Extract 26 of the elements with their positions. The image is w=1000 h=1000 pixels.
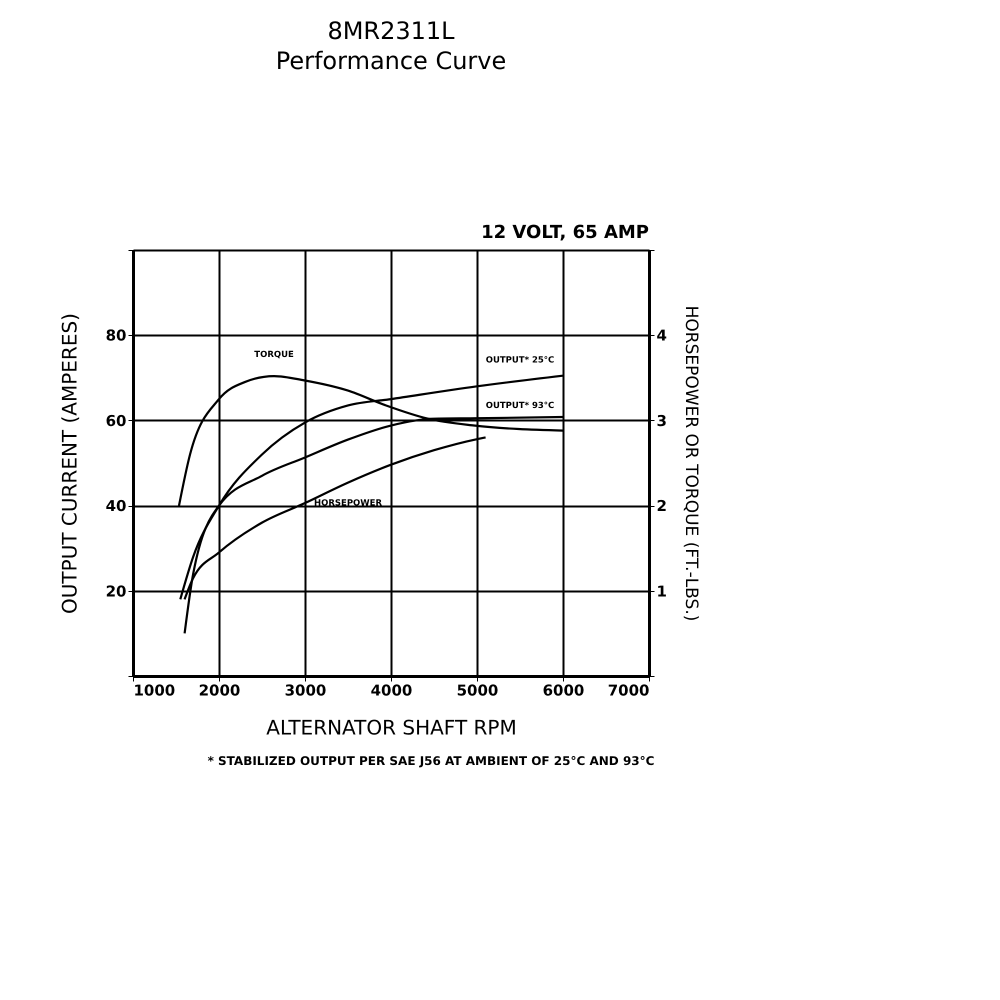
y-tick-label: 60 xyxy=(106,412,126,430)
x-tick-label: 4000 xyxy=(370,682,412,700)
y-tick-label: 40 xyxy=(106,497,126,516)
text: TORQUE xyxy=(254,350,294,360)
y2-tick-label: 2 xyxy=(656,497,667,516)
y2-tick-label: 1 xyxy=(656,582,667,600)
x-tick-label: 6000 xyxy=(542,682,584,700)
series-label: HORSEPOWER xyxy=(314,498,382,509)
y-tick-label: 20 xyxy=(106,582,126,600)
x-tick-label: 7000 xyxy=(608,682,650,700)
x-tick-label: 3000 xyxy=(284,682,326,700)
y2-axis-title: HORSEPOWER OR TORQUE (FT.-LBS.) xyxy=(680,306,701,622)
series-label: OUTPUT* 93°C xyxy=(486,400,554,411)
y-tick-label: 80 xyxy=(106,326,126,345)
chart-subtitle: Performance Curve xyxy=(276,47,506,75)
y-axis-title: OUTPUT CURRENT (AMPERES) xyxy=(58,313,82,614)
chart-title: 8MR2311L xyxy=(327,17,456,45)
y2-tick-label: 3 xyxy=(656,412,667,430)
x-axis-title: ALTERNATOR SHAFT RPM xyxy=(266,716,517,740)
x-tick-label: 2000 xyxy=(198,682,240,700)
text: 12 VOLT, 65 AMP xyxy=(481,222,649,243)
y2-tick-label: 4 xyxy=(656,326,667,345)
series-label: OUTPUT* 25°C xyxy=(486,356,554,366)
text: * STABILIZED OUTPUT PER SAE J56 AT AMBIENT OF 25°C AND 93°C xyxy=(208,754,655,768)
x-tick-label: 5000 xyxy=(456,682,498,700)
x-tick-label: 1000 xyxy=(134,682,176,700)
